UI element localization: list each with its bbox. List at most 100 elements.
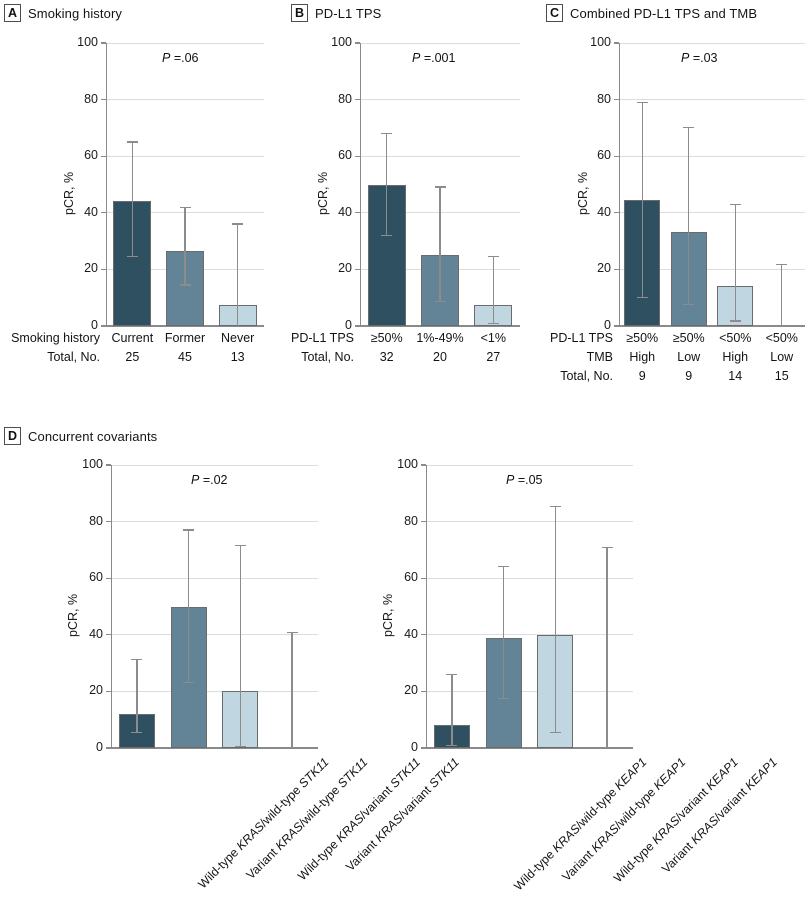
x-axis-cell: High <box>629 350 656 364</box>
x-axis-cell: 25 <box>125 350 140 364</box>
error-bar-cap-lower <box>683 303 695 305</box>
gridline <box>111 634 318 636</box>
y-axis-tick-label: 0 <box>96 740 103 754</box>
p-value-annotation: P =.06 <box>162 51 199 65</box>
error-bar-cap-lower <box>183 681 195 684</box>
x-axis-cell: 45 <box>178 350 192 364</box>
chart-concurrent-covariants-keap1: 0 20 40 60 80 100 P =.05 <box>397 457 633 754</box>
y-axis-line <box>359 43 361 326</box>
x-axis-rotated-label: Variant KRAS/variant KEAP1 <box>659 755 780 876</box>
error-bar-cap-lower <box>131 731 143 734</box>
y-axis-tick-label: 80 <box>597 91 611 106</box>
error-bar-line <box>184 207 186 285</box>
y-axis-label-a: pCR, % <box>62 171 76 215</box>
y-axis-tick-label: 80 <box>84 91 98 106</box>
y-axis-tick-label: 100 <box>590 35 611 49</box>
y-axis-tick <box>355 155 360 157</box>
x-axis-row: Total, No. 25 45 13 <box>0 350 264 369</box>
error-bar-cap-upper <box>234 545 246 547</box>
error-bar-cap-upper <box>232 223 244 225</box>
gridline <box>426 690 633 692</box>
error-bar-line <box>187 530 190 683</box>
x-axis-rotated-label: Wild-type KRAS/wild-type KEAP1 <box>511 755 650 894</box>
p-value-annotation: P =.03 <box>681 51 718 65</box>
error-bar-cap-upper <box>434 186 446 188</box>
x-axis-rotated-label: Wild-type KRAS/variant KEAP1 <box>611 755 742 886</box>
error-bar-cap-lower <box>446 744 458 746</box>
error-bar-cap-lower <box>434 300 446 303</box>
y-axis-tick-label: 20 <box>89 683 103 698</box>
panel-title-a: Smoking history <box>28 5 122 21</box>
x-axis-row-label: Total, No. <box>301 350 354 364</box>
y-axis-tick <box>421 747 426 749</box>
x-axis-cell: ≥50% <box>672 331 705 345</box>
y-axis-tick-label: 60 <box>338 148 352 163</box>
y-axis-tick <box>421 634 426 636</box>
chart-smoking-history: 0 20 40 60 80 100 P =.06 <box>77 35 264 332</box>
panel-title-c: Combined PD-L1 TPS and TMB <box>570 5 758 21</box>
gridline <box>619 268 805 270</box>
y-axis-tick-label: 0 <box>604 318 611 332</box>
x-axis-line <box>106 325 264 327</box>
y-axis-tick <box>101 155 106 157</box>
chart-pdl1-tps: 0 20 40 60 80 100 P =.001 <box>331 35 520 332</box>
chart-combined-pdl1-tmb: 0 20 40 60 80 100 P =.03 <box>590 35 805 332</box>
y-axis-label-d-left: pCR, % <box>66 593 80 637</box>
gridline <box>111 521 318 523</box>
error-bar-cap-lower <box>179 284 191 286</box>
error-bar-line <box>439 187 441 302</box>
error-bar-cap-lower <box>234 745 246 748</box>
error-bar-cap-upper <box>636 101 648 104</box>
x-axis-cell: 20 <box>433 350 447 364</box>
error-bar-line <box>606 547 608 748</box>
x-axis-row-label: PD-L1 TPS <box>291 331 354 345</box>
error-bar-line <box>131 142 133 257</box>
y-axis-tick-label: 80 <box>404 513 418 528</box>
y-axis-label-d-right: pCR, % <box>381 593 395 637</box>
y-axis-tick-label: 80 <box>89 513 103 528</box>
gridline <box>619 155 805 157</box>
error-bar-line <box>492 256 494 324</box>
y-axis-label-c: pCR, % <box>576 171 590 215</box>
y-axis-tick <box>614 325 619 327</box>
y-axis-line <box>425 465 427 748</box>
error-bar-cap-upper <box>729 203 741 206</box>
y-axis-tick <box>355 325 360 327</box>
gridline <box>360 155 520 157</box>
panel-c-header: C Combined PD-L1 TPS and TMB <box>546 4 757 22</box>
y-axis-tick-label: 0 <box>411 740 418 754</box>
y-axis-tick <box>421 577 426 579</box>
x-axis-row: PD-L1 TPS ≥50% 1%-49% <1% <box>258 331 520 350</box>
y-axis-tick-label: 100 <box>82 457 103 471</box>
x-axis-row: PD-L1 TPS ≥50% ≥50% <50% <50% <box>533 331 805 350</box>
error-bar-cap-upper <box>776 263 788 265</box>
gridline <box>619 212 805 214</box>
error-bar-cap-upper <box>286 631 298 633</box>
y-axis-tick-label: 60 <box>404 570 418 585</box>
x-axis-cell: <50% <box>719 331 752 345</box>
error-bar-cap-lower <box>729 320 741 322</box>
error-bar-cap-lower <box>636 297 648 299</box>
y-axis-tick <box>101 325 106 327</box>
y-axis-tick <box>101 212 106 214</box>
x-axis-row: Total, No. 32 20 27 <box>258 350 520 369</box>
gridline <box>360 42 520 44</box>
x-axis-table-a: Smoking history Current Former Never Total, … <box>0 331 264 369</box>
x-axis-cell: 9 <box>685 369 693 383</box>
error-bar-line <box>136 659 138 733</box>
x-axis-row: TMB High Low High Low <box>533 350 805 369</box>
x-axis-cell: 27 <box>486 350 501 364</box>
y-axis-tick <box>106 577 111 579</box>
p-value-annotation: P =.001 <box>412 51 456 65</box>
y-axis-tick-label: 20 <box>597 261 611 276</box>
x-axis-line <box>426 747 633 749</box>
y-axis-tick-label: 20 <box>84 261 98 276</box>
x-axis-cell: 32 <box>379 350 394 364</box>
x-axis-cell: Low <box>770 350 794 364</box>
error-bar-line <box>386 133 388 236</box>
x-axis-cell: ≥50% <box>626 331 659 345</box>
panel-letter-b: B <box>291 4 308 22</box>
p-value-annotation: P =.05 <box>506 473 543 487</box>
gridline <box>111 577 318 579</box>
error-bar-line <box>239 545 242 747</box>
